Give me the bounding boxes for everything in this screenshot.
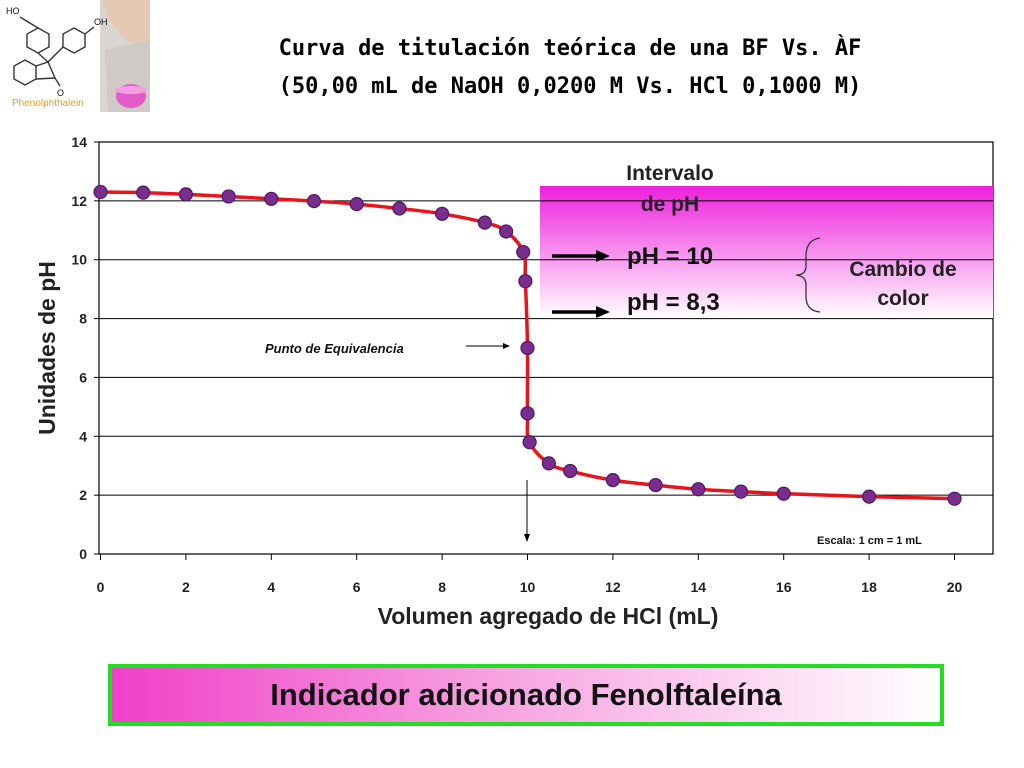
x-tick-label: 4: [267, 579, 275, 595]
y-tick-label: 4: [79, 428, 87, 444]
data-point: [93, 184, 108, 200]
data-point: [522, 435, 537, 450]
ph-interval-band: [540, 186, 993, 318]
logo-o-label: O: [57, 88, 64, 98]
arrow-ph-high: [552, 250, 610, 262]
y-tick-label: 6: [79, 369, 87, 385]
equivalence-arrow: [466, 343, 510, 349]
data-point: [477, 215, 492, 230]
data-point: [435, 206, 450, 221]
x-tick-label: 6: [353, 579, 361, 595]
data-point-markers: [93, 184, 962, 506]
data-point: [605, 473, 621, 488]
scale-label: Escala: 1 cm = 1 mL: [817, 535, 922, 547]
logo-caption: Phenolphthalein: [12, 98, 84, 109]
x-tick-label: 0: [97, 579, 105, 595]
x-tick-label: 14: [691, 579, 707, 595]
indicator-text: Indicador adicionado Fenolftaleína: [270, 677, 782, 712]
data-point: [648, 478, 663, 493]
ph-high-label: pH = 10: [627, 243, 713, 270]
x-tick-label: 8: [438, 579, 446, 595]
data-point: [520, 406, 535, 421]
data-point: [264, 191, 279, 206]
data-point: [221, 189, 236, 204]
data-point: [861, 489, 877, 504]
interval-title: Intervalo de pH: [626, 162, 714, 216]
data-point: [518, 274, 533, 289]
y-tick-label: 14: [71, 134, 87, 150]
y-tick-label: 2: [79, 487, 87, 503]
data-point: [306, 194, 322, 209]
phenolphthalein-logo-image: HO OH O Phenolphthalein: [0, 0, 150, 112]
x-axis-label: Volumen agregado de HCl (mL): [378, 603, 719, 629]
data-point: [776, 486, 791, 501]
grid-lines: [99, 200, 993, 496]
data-point: [499, 224, 514, 239]
y-tick-label: 10: [71, 252, 87, 268]
logo-oh-label: OH: [94, 17, 108, 27]
y-tick-label: 12: [71, 193, 87, 209]
x-tick-label: 20: [947, 579, 963, 595]
arrow-ph-low: [552, 306, 610, 318]
equivalence-vertical-arrow: [524, 480, 530, 542]
data-point: [733, 484, 749, 499]
color-change-brace: [795, 237, 821, 313]
data-point: [563, 463, 578, 479]
title-line-1: Curva de titulación teórica de una BF Vs…: [278, 36, 862, 61]
x-tick-label: 2: [182, 579, 190, 595]
y-tick-label: 8: [79, 311, 87, 327]
data-point: [691, 482, 706, 497]
y-tick-label: 0: [79, 546, 87, 562]
data-point: [541, 456, 556, 471]
color-change-label: Cambio de color: [849, 258, 956, 310]
y-axis-label: Unidades de pH: [34, 261, 60, 435]
data-point: [178, 187, 193, 202]
ph-low-label: pH = 8,3: [627, 289, 720, 316]
page-title: Curva de titulación teórica de una BF Vs…: [150, 30, 990, 106]
x-tick-label: 12: [605, 579, 621, 595]
logo-ho-label: HO: [6, 6, 20, 16]
indicator-banner: Indicador adicionado Fenolftaleína: [108, 664, 944, 726]
data-point: [947, 491, 962, 506]
equivalence-label: Punto de Equivalencia: [265, 341, 404, 356]
data-point: [392, 201, 407, 216]
data-point: [136, 185, 151, 200]
axis-ticks: 0 2 4 6 8 10 12 14 0 2 4 6 8 10 12 14 16 18 20: [71, 134, 962, 595]
data-point: [516, 244, 531, 260]
x-tick-label: 16: [776, 579, 792, 595]
x-tick-label: 18: [861, 579, 877, 595]
title-line-2: (50,00 mL de NaOH 0,0200 M Vs. HCl 0,100…: [278, 74, 862, 99]
data-point: [520, 340, 535, 356]
x-tick-label: 10: [520, 579, 536, 595]
data-point: [349, 196, 364, 212]
